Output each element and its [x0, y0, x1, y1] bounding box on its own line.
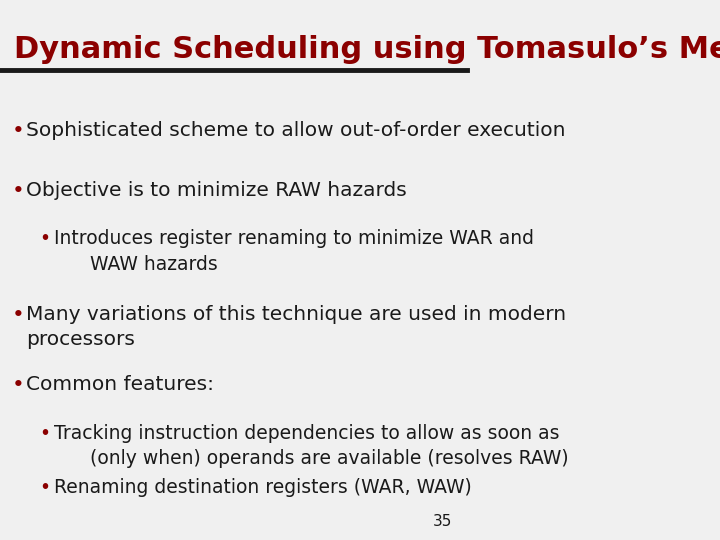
- Text: Tracking instruction dependencies to allow as soon as
      (only when) operands: Tracking instruction dependencies to all…: [54, 424, 568, 468]
- Text: Many variations of this technique are used in modern
processors: Many variations of this technique are us…: [26, 305, 566, 349]
- Text: Common features:: Common features:: [26, 375, 214, 394]
- Text: •: •: [12, 181, 24, 201]
- Text: Dynamic Scheduling using Tomasulo’s Method: Dynamic Scheduling using Tomasulo’s Meth…: [14, 35, 720, 64]
- Text: 35: 35: [433, 514, 453, 529]
- Text: •: •: [12, 305, 24, 325]
- Text: •: •: [40, 478, 51, 497]
- Text: Renaming destination registers (WAR, WAW): Renaming destination registers (WAR, WAW…: [54, 478, 472, 497]
- Text: •: •: [12, 122, 24, 141]
- Text: •: •: [40, 424, 51, 443]
- Text: •: •: [40, 230, 51, 248]
- Text: •: •: [12, 375, 24, 395]
- Text: Sophisticated scheme to allow out-of-order execution: Sophisticated scheme to allow out-of-ord…: [26, 122, 565, 140]
- Text: Introduces register renaming to minimize WAR and
      WAW hazards: Introduces register renaming to minimize…: [54, 230, 534, 273]
- Text: Objective is to minimize RAW hazards: Objective is to minimize RAW hazards: [26, 181, 406, 200]
